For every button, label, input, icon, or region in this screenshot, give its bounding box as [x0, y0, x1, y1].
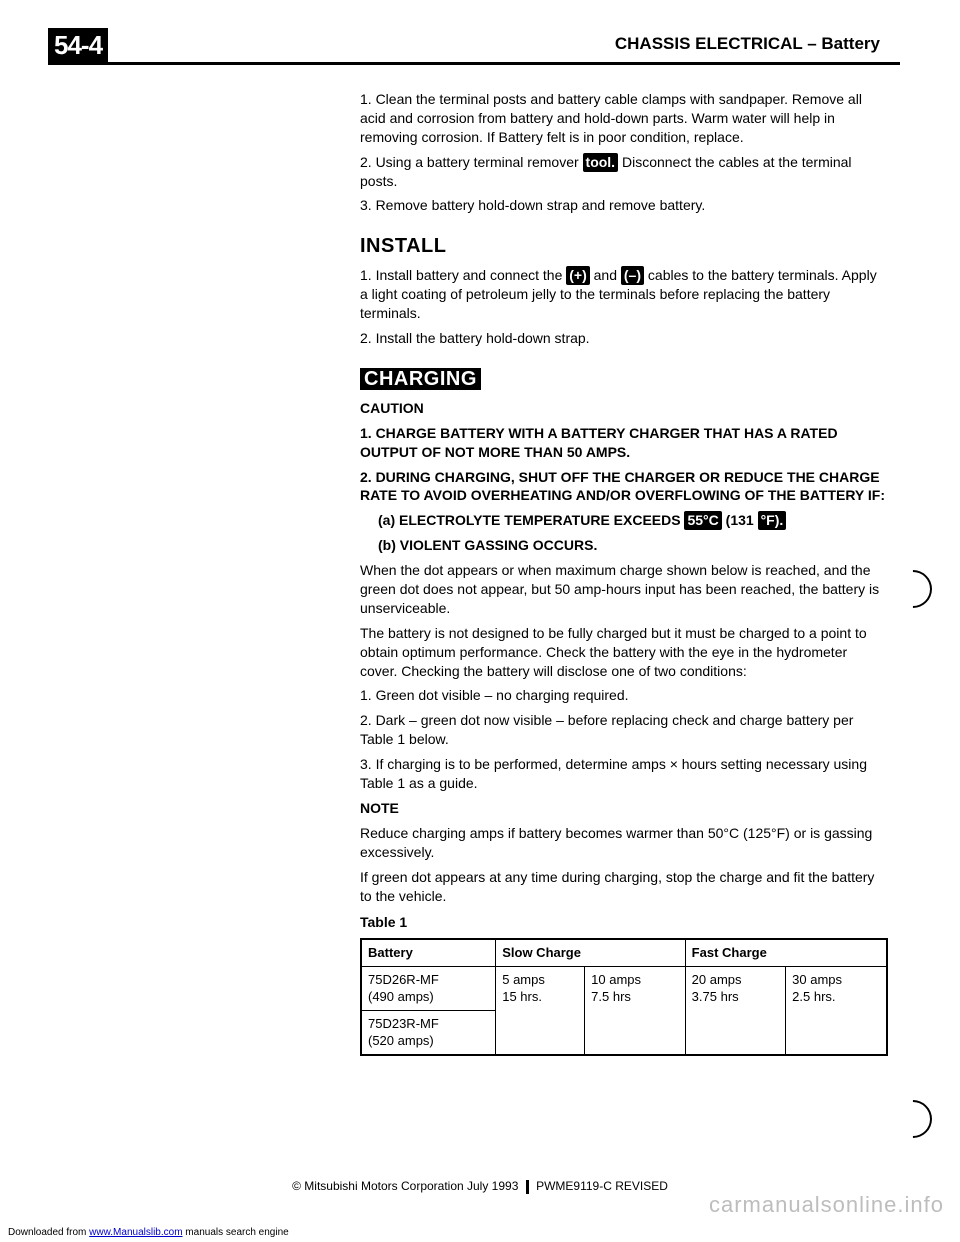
footer-divider-icon [526, 1180, 529, 1194]
margin-arc-icon [886, 562, 940, 616]
page-number-badge: 54-4 [48, 28, 108, 63]
plus-pill: (+) [566, 266, 590, 285]
note-label: NOTE [360, 799, 888, 818]
watermark: carmanualsonline.info [709, 1192, 944, 1218]
condition-3: 3. If charging is to be performed, deter… [360, 755, 888, 793]
install-step-1: 1. Install battery and connect the (+) a… [360, 266, 888, 323]
charge-table: Battery Slow Charge Fast Charge 75D26R-M… [360, 938, 888, 1056]
cell-battery-2: 75D23R-MF (520 amps) [361, 1010, 496, 1055]
para-assy: The battery is not designed to be fully … [360, 624, 888, 681]
cell-fast-1: 20 amps 3.75 hrs [685, 966, 786, 1055]
para-unable: When the dot appears or when maximum cha… [360, 561, 888, 618]
cell-fast-2: 30 amps 2.5 hrs. [786, 966, 887, 1055]
th-slow: Slow Charge [496, 939, 685, 966]
page: 54-4 CHASSIS ELECTRICAL – Battery 1. Cle… [0, 0, 960, 1242]
green-dot-text: If green dot appears at any time during … [360, 868, 888, 906]
th-fast: Fast Charge [685, 939, 887, 966]
cell-slow-1: 5 amps 15 hrs. [496, 966, 585, 1055]
download-note: Downloaded from www.Manualslib.com manua… [8, 1227, 289, 1238]
caution-2b: (b) VIOLENT GASSING OCCURS. [360, 536, 888, 555]
header-title: CHASSIS ELECTRICAL – Battery [615, 34, 880, 54]
temp-f-pill: °F). [758, 511, 787, 530]
header-rule [48, 62, 900, 65]
cleaning-step-1: 1. Clean the terminal posts and battery … [360, 90, 888, 147]
install-step-2: 2. Install the battery hold-down strap. [360, 329, 888, 348]
tool-pill: tool. [583, 153, 619, 172]
install-heading: INSTALL [360, 233, 888, 260]
table-caption: Table 1 [360, 913, 888, 932]
temp-c-pill: 55°C [684, 511, 721, 530]
table-header-row: Battery Slow Charge Fast Charge [361, 939, 887, 966]
minus-pill: (–) [621, 266, 644, 285]
cleaning-step-3: 3. Remove battery hold-down strap and re… [360, 196, 888, 215]
margin-arc-icon [886, 1092, 940, 1146]
caution-1: 1. CHARGE BATTERY WITH A BATTERY CHARGER… [360, 424, 888, 462]
cell-battery-1: 75D26R-MF (490 amps) [361, 966, 496, 1010]
condition-1: 1. Green dot visible – no charging requi… [360, 686, 888, 705]
cleaning-step-2: 2. Using a battery terminal remover tool… [360, 153, 888, 191]
manualslib-link[interactable]: www.Manualslib.com [89, 1227, 182, 1238]
note-text: Reduce charging amps if battery becomes … [360, 824, 888, 862]
footer-left: © Mitsubishi Motors Corporation July 199… [292, 1179, 518, 1193]
cell-slow-2: 10 amps 7.5 hrs [585, 966, 686, 1055]
footer-right: PWME9119-C REVISED [536, 1179, 668, 1193]
body-content: 1. Clean the terminal posts and battery … [360, 90, 888, 1056]
caution-label: CAUTION [360, 399, 888, 418]
th-battery: Battery [361, 939, 496, 966]
caution-2a: (a) ELECTROLYTE TEMPERATURE EXCEEDS 55°C… [360, 511, 888, 530]
caution-2: 2. DURING CHARGING, SHUT OFF THE CHARGER… [360, 468, 888, 506]
table-row: 75D26R-MF (490 amps) 5 amps 15 hrs. 10 a… [361, 966, 887, 1010]
charging-heading: CHARGING [360, 366, 888, 393]
condition-2: 2. Dark – green dot now visible – before… [360, 711, 888, 749]
